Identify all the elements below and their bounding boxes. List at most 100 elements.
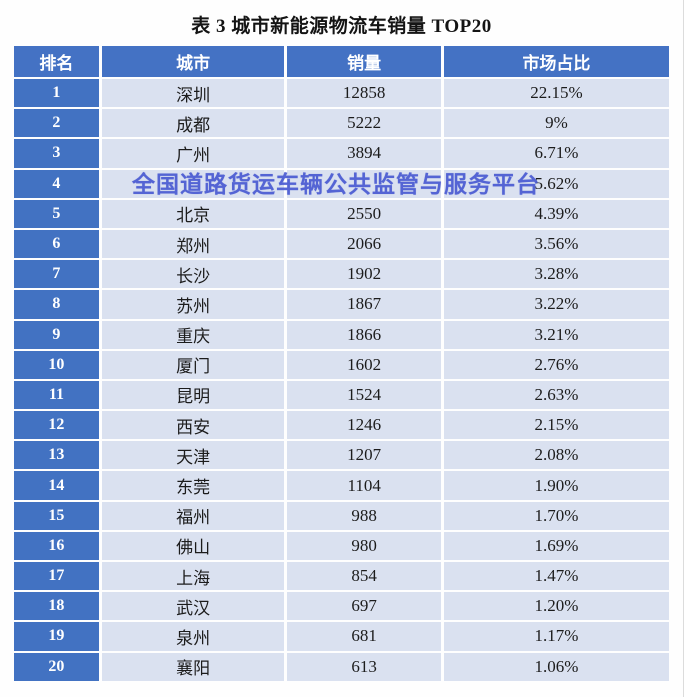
table-row: 4 5.62% [14, 169, 669, 198]
header-city: 城市 [101, 46, 285, 77]
rank-cell: 16 [14, 531, 99, 560]
table-row: 7 长沙 1902 3.28% [14, 260, 669, 289]
city-cell: 武汉 [101, 592, 285, 621]
table-row: 8 苏州 1867 3.22% [14, 290, 669, 319]
sales-cell: 1867 [287, 290, 441, 319]
table-row: 2 成都 5222 9% [14, 109, 669, 138]
table-row: 13 天津 1207 2.08% [14, 441, 669, 470]
header-row: 排名 城市 销量 市场占比 [14, 46, 669, 77]
header-share: 市场占比 [443, 46, 669, 77]
city-cell: 天津 [101, 441, 285, 470]
share-cell: 5.62% [443, 169, 669, 198]
table-row: 17 上海 854 1.47% [14, 562, 669, 591]
share-cell: 2.08% [443, 441, 669, 470]
table-row: 15 福州 988 1.70% [14, 501, 669, 530]
table-row: 11 昆明 1524 2.63% [14, 380, 669, 410]
rank-cell: 11 [14, 380, 99, 410]
share-cell: 1.70% [443, 501, 669, 530]
table-row: 16 佛山 980 1.69% [14, 531, 669, 560]
city-cell: 深圳 [101, 79, 285, 108]
rank-cell: 20 [14, 652, 99, 681]
city-cell: 广州 [101, 139, 285, 168]
sales-cell: 5222 [287, 109, 441, 138]
city-sales-table: 排名 城市 销量 市场占比 1 深圳 12858 22.15% 2 成都 5222 9% 3 广州… [11, 44, 672, 683]
sales-cell: 697 [287, 592, 441, 621]
rank-cell: 4 [14, 169, 99, 198]
city-cell: 佛山 [101, 531, 285, 560]
city-cell: 北京 [101, 199, 285, 228]
share-cell: 3.21% [443, 320, 669, 349]
share-cell: 3.56% [443, 229, 669, 259]
share-cell: 1.17% [443, 622, 669, 651]
share-cell: 1.90% [443, 471, 669, 500]
sales-cell: 1524 [287, 380, 441, 410]
header-rank: 排名 [14, 46, 99, 77]
table-header: 排名 城市 销量 市场占比 [14, 46, 669, 77]
city-cell: 苏州 [101, 290, 285, 319]
header-sales: 销量 [287, 46, 441, 77]
rank-cell: 5 [14, 199, 99, 228]
sales-cell: 1602 [287, 350, 441, 379]
table-row: 18 武汉 697 1.20% [14, 592, 669, 621]
sales-cell: 988 [287, 501, 441, 530]
rank-cell: 13 [14, 441, 99, 470]
rank-cell: 18 [14, 592, 99, 621]
rank-cell: 10 [14, 350, 99, 379]
share-cell: 1.47% [443, 562, 669, 591]
sales-cell: 2550 [287, 199, 441, 228]
sales-cell: 980 [287, 531, 441, 560]
share-cell: 1.20% [443, 592, 669, 621]
share-cell: 22.15% [443, 79, 669, 108]
city-cell: 郑州 [101, 229, 285, 259]
city-cell: 厦门 [101, 350, 285, 379]
share-cell: 2.63% [443, 380, 669, 410]
share-cell: 4.39% [443, 199, 669, 228]
city-cell: 西安 [101, 411, 285, 440]
share-cell: 6.71% [443, 139, 669, 168]
rank-cell: 17 [14, 562, 99, 591]
city-cell: 昆明 [101, 380, 285, 410]
sales-cell: 681 [287, 622, 441, 651]
sales-cell [287, 169, 441, 198]
table-body: 1 深圳 12858 22.15% 2 成都 5222 9% 3 广州 3894 6.71% 4 5.62… [14, 79, 669, 681]
table-row: 19 泉州 681 1.17% [14, 622, 669, 651]
rank-cell: 8 [14, 290, 99, 319]
table-row: 12 西安 1246 2.15% [14, 411, 669, 440]
sales-cell: 3894 [287, 139, 441, 168]
city-cell: 襄阳 [101, 652, 285, 681]
rank-cell: 2 [14, 109, 99, 138]
sales-cell: 1866 [287, 320, 441, 349]
sales-cell: 1207 [287, 441, 441, 470]
sales-cell: 1246 [287, 411, 441, 440]
city-cell: 福州 [101, 501, 285, 530]
share-cell: 2.15% [443, 411, 669, 440]
table-row: 1 深圳 12858 22.15% [14, 79, 669, 108]
share-cell: 9% [443, 109, 669, 138]
share-cell: 1.69% [443, 531, 669, 560]
table-row: 20 襄阳 613 1.06% [14, 652, 669, 681]
table-row: 6 郑州 2066 3.56% [14, 229, 669, 259]
sales-cell: 1104 [287, 471, 441, 500]
share-cell: 1.06% [443, 652, 669, 681]
rank-cell: 3 [14, 139, 99, 168]
city-cell [101, 169, 285, 198]
city-cell: 重庆 [101, 320, 285, 349]
city-cell: 上海 [101, 562, 285, 591]
city-cell: 泉州 [101, 622, 285, 651]
table-row: 5 北京 2550 4.39% [14, 199, 669, 228]
rank-cell: 12 [14, 411, 99, 440]
table-row: 9 重庆 1866 3.21% [14, 320, 669, 349]
rank-cell: 14 [14, 471, 99, 500]
table-title: 表 3 城市新能源物流车销量 TOP20 [191, 16, 492, 37]
city-cell: 长沙 [101, 260, 285, 289]
sales-cell: 2066 [287, 229, 441, 259]
sales-cell: 12858 [287, 79, 441, 108]
city-cell: 东莞 [101, 471, 285, 500]
share-cell: 3.28% [443, 260, 669, 289]
rank-cell: 7 [14, 260, 99, 289]
table-row: 10 厦门 1602 2.76% [14, 350, 669, 379]
sales-cell: 613 [287, 652, 441, 681]
share-cell: 3.22% [443, 290, 669, 319]
rank-cell: 9 [14, 320, 99, 349]
